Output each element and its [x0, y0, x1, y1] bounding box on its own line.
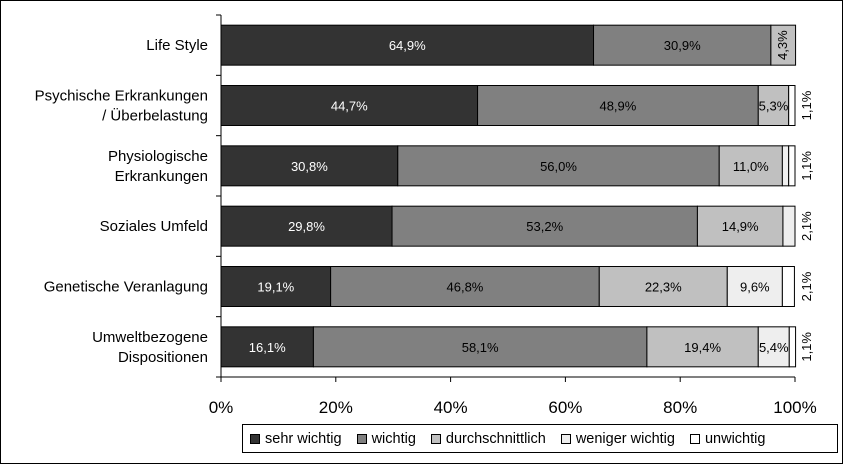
outside-data-label: 1,1%	[799, 332, 814, 362]
legend-item: durchschnittlich	[430, 430, 546, 447]
bar-segment-unwichtig	[788, 145, 796, 187]
legend-label: weniger wichtig	[575, 430, 675, 447]
data-label: 16,1%	[249, 340, 286, 355]
bar-segment-weniger-wichtig	[781, 145, 790, 187]
legend-item: unwichtig	[689, 430, 766, 447]
category-label: Soziales Umfeld	[100, 218, 208, 235]
bar-segment-durchschnittlich	[770, 24, 797, 66]
bar-segment-sehr-wichtig	[220, 266, 332, 307]
data-label: 19,1%	[257, 280, 294, 295]
legend-swatch	[250, 433, 260, 444]
data-label: 9,6%	[740, 280, 770, 295]
bar-segment-wichtig	[477, 85, 759, 126]
data-label: 4,3%	[775, 30, 790, 60]
legend-item: wichtig	[356, 430, 416, 447]
legend-label: unwichtig	[704, 430, 766, 447]
legend-swatch	[560, 433, 571, 444]
data-label: 30,9%	[664, 38, 701, 53]
legend-item: sehr wichtig	[250, 431, 342, 447]
legend-swatch	[430, 433, 441, 444]
legend-item: weniger wichtig	[560, 430, 675, 447]
data-label: 5,3%	[759, 99, 789, 114]
bar-segment-durchschnittlich	[646, 326, 759, 368]
x-tick-label: 20%	[319, 398, 353, 417]
data-label: 30,8%	[291, 159, 328, 174]
legend-label: durchschnittlich	[445, 430, 546, 447]
data-label: 22,3%	[645, 280, 682, 295]
bar-segment-unwichtig	[781, 266, 795, 307]
bar-segment-durchschnittlich	[718, 145, 783, 187]
category-label: Erkrankungen	[115, 168, 208, 185]
bar-segment-durchschnittlich	[696, 205, 784, 247]
data-label: 48,9%	[599, 99, 636, 114]
bar-segment-sehr-wichtig	[220, 24, 595, 66]
bar-segment-wichtig	[330, 266, 600, 307]
bar-segment-durchschnittlich	[757, 85, 790, 126]
data-label: 56,0%	[540, 159, 577, 174]
bars-layer: 64,9% 30,9% 4,3% 44,7% 48,9% 5,3% 1,1% 30,8% 56,…	[220, 24, 814, 368]
x-tick-label: 0%	[209, 398, 234, 417]
data-label: 44,7%	[331, 99, 368, 114]
category-label: Physiologische	[108, 148, 208, 165]
legend: sehr wichtig wichtig durchschnittlich wenig…	[242, 424, 838, 453]
data-label: 29,8%	[288, 219, 325, 234]
bar-segment-sehr-wichtig	[220, 205, 393, 247]
bar-segment-weniger-wichtig	[782, 205, 796, 247]
x-tick-label: 100%	[773, 398, 816, 417]
data-label: 5,4%	[759, 340, 789, 355]
category-label: Umweltbezogene	[92, 329, 208, 346]
bar-segment-unwichtig	[788, 326, 797, 368]
data-label: 11,0%	[733, 159, 769, 174]
x-tick-label: 40%	[434, 398, 468, 417]
data-label: 64,9%	[389, 38, 426, 53]
category-label: Genetische Veranlagung	[44, 279, 208, 296]
bar-segment-wichtig	[397, 145, 720, 187]
data-label: 53,2%	[526, 219, 563, 234]
legend-swatch	[689, 433, 700, 444]
axes-layer: Life Style Psychische Erkrankungen / Überb…	[35, 14, 817, 417]
bar-segment-unwichtig	[788, 85, 796, 126]
bar-segment-weniger-wichtig	[757, 326, 790, 368]
category-label: Psychische Erkrankungen	[35, 88, 208, 105]
outside-data-label: 1,1%	[799, 90, 814, 120]
bar-segment-wichtig	[593, 24, 772, 66]
bar-segment-weniger-wichtig	[726, 266, 783, 307]
data-label: 19,4%	[684, 340, 721, 355]
legend-swatch	[356, 433, 367, 444]
x-tick-label: 80%	[663, 398, 697, 417]
category-label: Life Style	[146, 37, 208, 54]
bar-segment-wichtig	[312, 326, 648, 368]
category-label: / Überbelastung	[102, 107, 208, 125]
data-label: 58,1%	[462, 340, 499, 355]
bar-segment-sehr-wichtig	[220, 85, 479, 126]
outside-data-label: 2,1%	[799, 271, 814, 301]
category-label: Dispositionen	[118, 349, 208, 366]
data-label: 46,8%	[447, 280, 484, 295]
x-tick-label: 60%	[548, 398, 582, 417]
legend-label: sehr wichtig	[265, 430, 342, 447]
legend-label: wichtig	[371, 430, 416, 447]
data-label: 14,9%	[722, 219, 759, 234]
bar-segment-sehr-wichtig	[220, 145, 399, 187]
outside-data-label: 2,1%	[799, 211, 814, 241]
outside-data-label: 1,1%	[799, 151, 814, 181]
